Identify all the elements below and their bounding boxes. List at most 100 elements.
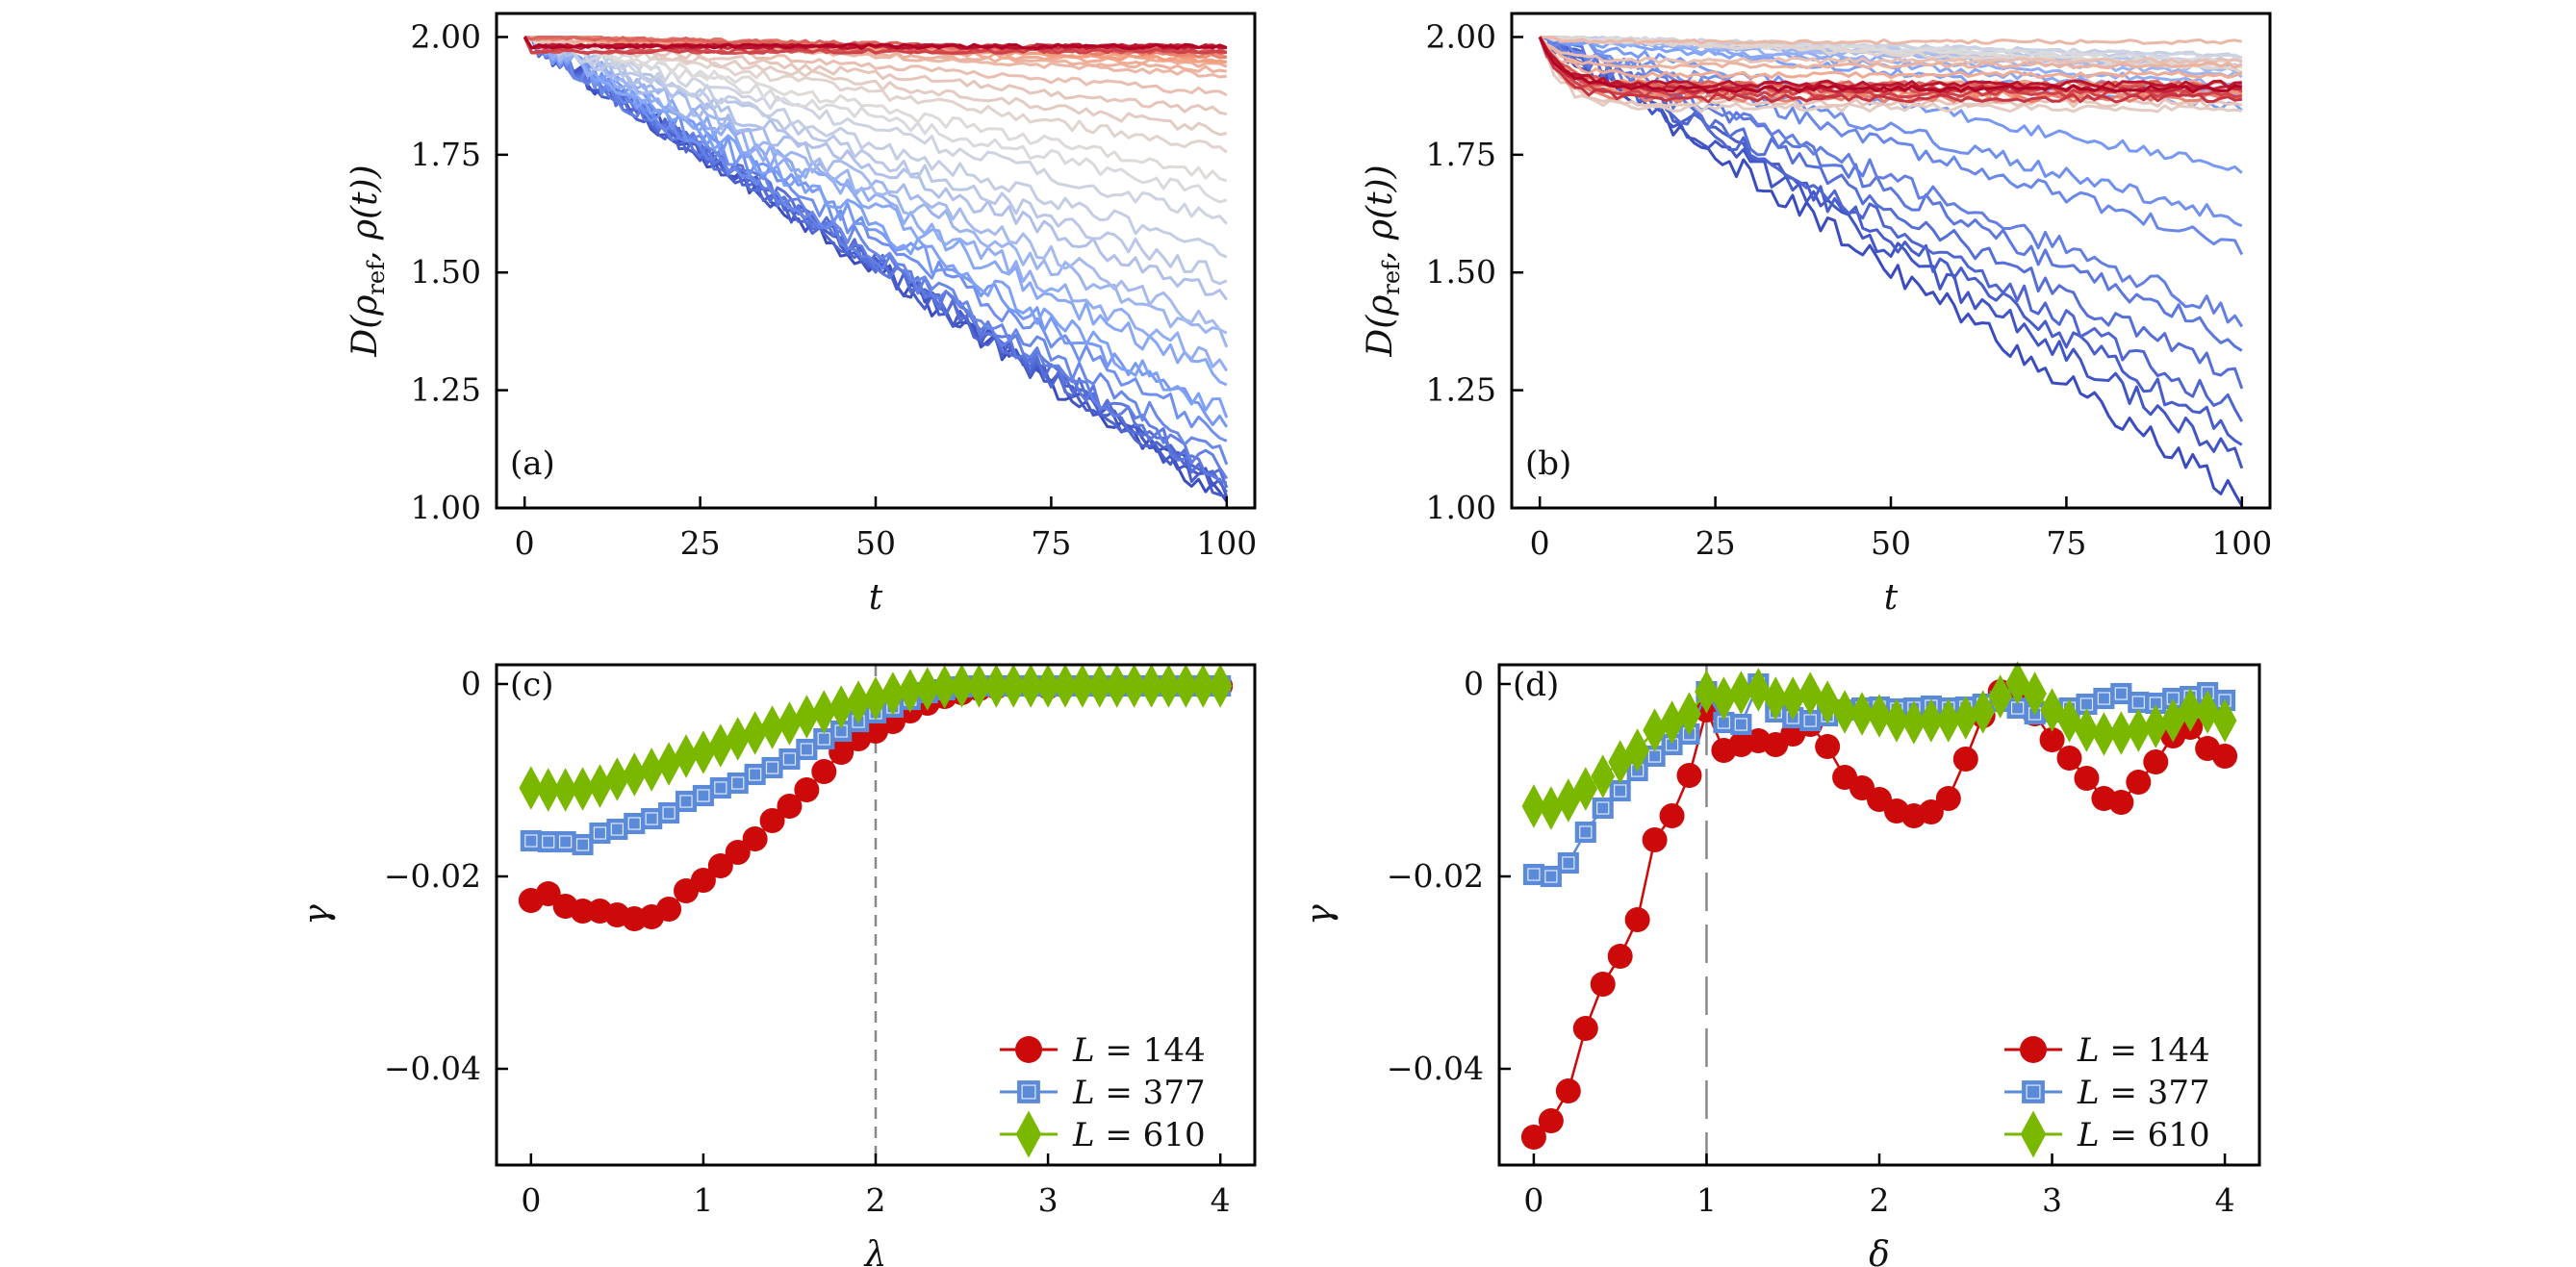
data-point <box>2143 749 2169 774</box>
series-line <box>1539 36 2243 64</box>
data-point <box>2023 672 2047 716</box>
data-point <box>727 772 749 795</box>
legend-label: L = 610 <box>1072 1116 1206 1154</box>
legend-value: = 610 <box>1095 1116 1206 1154</box>
x-tick-label: 0 <box>521 1181 541 1219</box>
data-point <box>2075 708 2099 752</box>
panel-d-ticks: 0 1 2 3 4 −0.04 −0.02 0 <box>1387 665 2235 1219</box>
data-point <box>622 752 647 797</box>
data-point <box>915 667 940 711</box>
data-point <box>984 664 1008 708</box>
marker-square-inner <box>1579 825 1593 839</box>
data-point <box>537 830 559 853</box>
data-point <box>777 794 803 819</box>
marker-square-inner <box>542 835 555 849</box>
data-point <box>2057 698 2081 743</box>
series-line <box>524 36 1228 137</box>
legend-var: L <box>2077 1074 2100 1112</box>
marker-square-inner <box>731 776 745 790</box>
data-point <box>811 690 836 734</box>
data-point <box>1591 754 1616 798</box>
marker-square-inner <box>662 806 676 820</box>
ylabel-rest: , ρ(t)) <box>345 165 385 262</box>
y-tick-label: 1.00 <box>411 489 481 526</box>
marker-square-inner <box>782 752 797 766</box>
data-point <box>1001 664 1026 708</box>
data-point <box>796 738 818 761</box>
data-point <box>570 899 596 924</box>
data-point <box>2108 790 2134 815</box>
y-tick-label: −0.02 <box>1387 857 1484 895</box>
series-line <box>524 36 1228 259</box>
series-line <box>524 36 1228 443</box>
x-tick-label: 0 <box>1523 1181 1543 1219</box>
data-point <box>1935 786 1961 811</box>
data-point <box>675 790 698 813</box>
data-point <box>742 826 768 851</box>
data-point <box>1607 944 1633 969</box>
x-tick-label: 2 <box>866 1181 886 1219</box>
data-point <box>829 685 854 729</box>
legend-var: L <box>1072 1116 1095 1154</box>
data-point <box>1590 972 1616 997</box>
legend-value: = 144 <box>2100 1031 2210 1070</box>
data-point <box>674 734 699 778</box>
panel-d-label: (d) <box>1513 666 1559 704</box>
marker-square-inner <box>1021 1084 1036 1100</box>
legend-label: L = 377 <box>2077 1074 2210 1112</box>
marker-square-inner <box>679 795 693 808</box>
legend-value: = 144 <box>1095 1031 1206 1070</box>
data-point <box>709 776 731 799</box>
y-tick-label: −0.04 <box>384 1050 481 1087</box>
series-line <box>1538 36 2242 104</box>
data-point <box>2093 687 2115 710</box>
series-line <box>524 36 1228 225</box>
data-point <box>1190 664 1215 708</box>
marker-square-inner <box>2131 696 2145 709</box>
x-tick-label: 25 <box>1696 524 1736 562</box>
data-point <box>1087 664 1112 708</box>
data-point <box>1901 700 1926 745</box>
data-point <box>829 740 854 765</box>
x-tick-label: 4 <box>2215 1181 2235 1219</box>
data-point <box>1157 664 1181 708</box>
panel-b-lines <box>1538 36 2244 507</box>
data-point <box>794 777 820 802</box>
data-point <box>1798 672 1823 716</box>
data-point <box>1574 821 1596 844</box>
panel-a-xlabel: t <box>869 578 883 618</box>
series-line <box>1540 36 2244 256</box>
data-point <box>1677 692 1701 736</box>
data-point <box>588 764 612 808</box>
data-point <box>1695 670 1719 714</box>
marker-square-inner <box>714 781 727 795</box>
y-tick-label: 1.75 <box>1426 136 1496 173</box>
data-point <box>1936 698 1961 743</box>
data-point <box>1746 668 1771 712</box>
x-tick-label: 0 <box>1530 524 1550 562</box>
series-line <box>1540 36 2243 228</box>
data-point <box>1815 734 1841 759</box>
marker-square <box>1017 1080 1040 1103</box>
data-point <box>535 881 561 906</box>
panel-a: 0 25 50 75 100 1.00 1.25 1.50 1.75 2.00 (a) t D(ρ… <box>345 12 1257 618</box>
data-point <box>1573 767 1598 811</box>
marker-square-inner <box>1562 856 1575 870</box>
y-tick-label: −0.02 <box>384 857 481 895</box>
legend-label: L = 377 <box>1072 1074 1206 1112</box>
data-point <box>1867 694 1892 738</box>
series-diamond <box>1521 661 2237 830</box>
data-point <box>2195 690 2220 734</box>
panel-c-series <box>518 664 1234 1165</box>
x-tick-label: 75 <box>1031 524 1071 562</box>
data-point <box>1018 664 1043 708</box>
data-point <box>2109 711 2133 755</box>
marker-square-inner <box>800 743 814 756</box>
ylabel-main: D(ρ <box>1361 295 1400 358</box>
x-tick-label: 3 <box>1038 1181 1058 1219</box>
ylabel-rest: , ρ(t)) <box>1361 165 1400 262</box>
y-tick-label: −0.04 <box>1387 1050 1484 1087</box>
